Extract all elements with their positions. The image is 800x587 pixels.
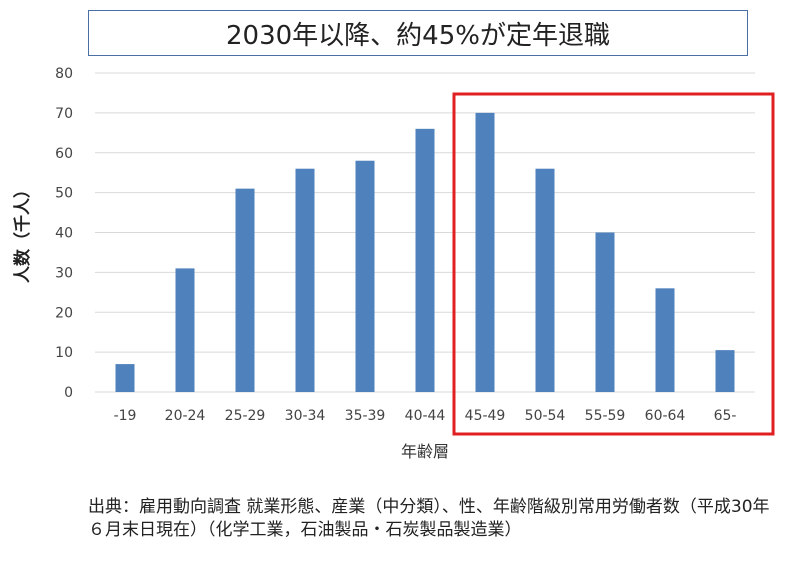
bar-60-64 — [655, 288, 675, 392]
x-tick-label: 20-24 — [165, 408, 206, 424]
highlight-box — [452, 92, 775, 436]
bar-50-54 — [535, 168, 555, 392]
y-tick-label: 50 — [55, 186, 73, 202]
bars — [115, 112, 735, 392]
x-tick-label: 25-29 — [225, 408, 266, 424]
x-tick-label: 30-34 — [285, 408, 326, 424]
y-tick-label: 10 — [55, 345, 73, 361]
x-tick-label: 45-49 — [465, 408, 506, 424]
y-tick-label: 60 — [55, 146, 73, 162]
x-tick-label: -19 — [114, 408, 137, 424]
bar-65- — [715, 350, 735, 392]
x-axis-label: 年齢層 — [401, 442, 449, 461]
bar-25-29 — [235, 188, 255, 392]
bar-20-24 — [175, 268, 195, 392]
x-tick-label: 60-64 — [645, 408, 686, 424]
bar--19 — [115, 364, 135, 392]
y-tick-labels: 0 10 20 30 40 50 60 70 80 — [55, 66, 73, 401]
x-tick-label: 40-44 — [405, 408, 446, 424]
y-tick-label: 30 — [55, 265, 73, 281]
y-tick-label: 40 — [55, 226, 73, 242]
bar-30-34 — [295, 168, 315, 392]
x-tick-label: 50-54 — [525, 408, 566, 424]
bar-35-39 — [355, 160, 375, 392]
bar-chart: 0 10 20 30 40 50 60 70 80 -19 20-24 25-29 30-34 35-3… — [12, 66, 775, 461]
chart-title: 2030年以降、約45%が定年退職 — [88, 10, 748, 56]
x-tick-label: 55-59 — [585, 408, 626, 424]
bar-40-44 — [415, 128, 435, 392]
bar-45-49 — [475, 112, 495, 392]
x-tick-label: 35-39 — [345, 408, 386, 424]
x-tick-label: 65- — [714, 408, 737, 424]
y-tick-label: 70 — [55, 106, 73, 122]
y-tick-label: 80 — [55, 66, 73, 82]
y-axis-label: 人数（千人） — [12, 181, 33, 283]
x-tick-labels: -19 20-24 25-29 30-34 35-39 40-44 45-49 50-54 55… — [114, 408, 737, 424]
bar-55-59 — [595, 232, 615, 392]
source-note: 出典：雇用動向調査 就業形態、産業（中分類）、性、年齢階級別常用労働者数（平成3… — [88, 497, 770, 540]
y-tick-label: 20 — [55, 305, 73, 321]
y-tick-label: 0 — [64, 385, 73, 401]
